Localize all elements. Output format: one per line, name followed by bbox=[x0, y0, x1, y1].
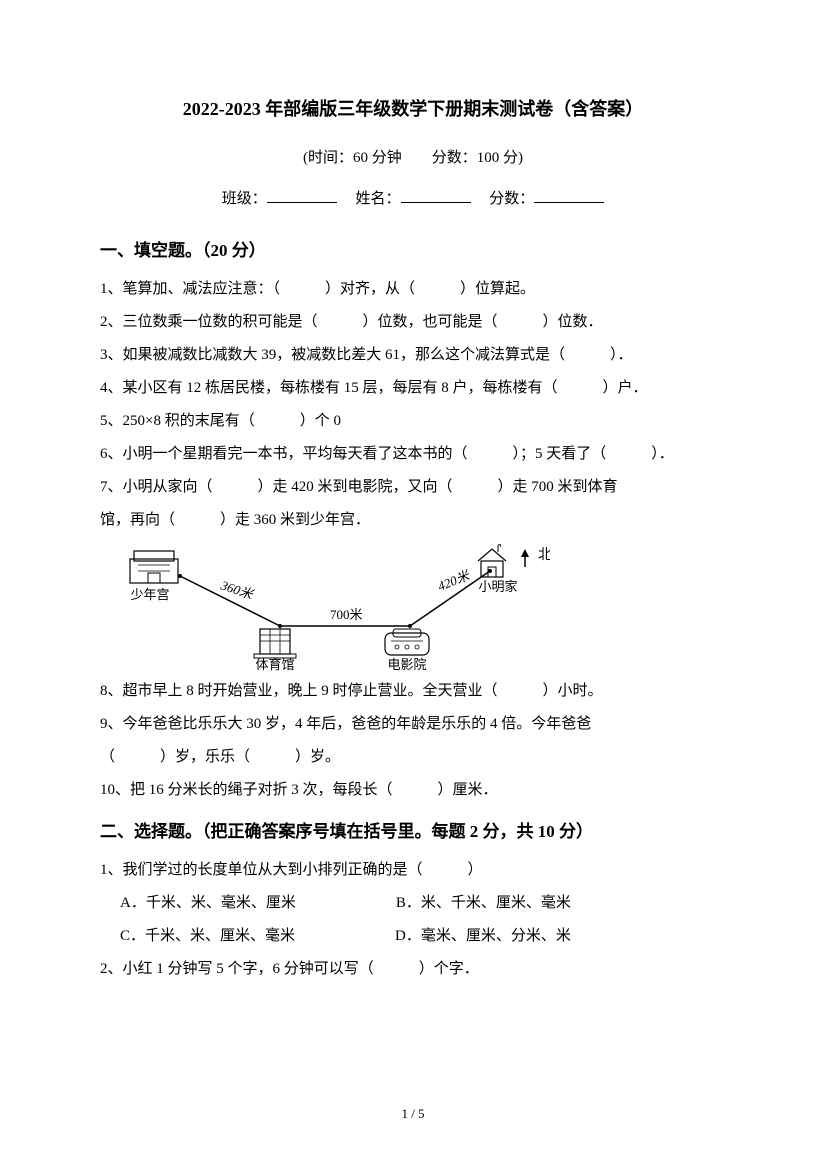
q2-1-opt-c: C．千米、米、厘米、毫米 bbox=[120, 920, 295, 953]
q1-9b: （ ）岁，乐乐（ ）岁。 bbox=[100, 741, 726, 774]
q1-10: 10、把 16 分米长的绳子对折 3 次，每段长（ ）厘米． bbox=[100, 774, 726, 807]
label-xiaomingjia: 小明家 bbox=[478, 579, 517, 594]
q1-1: 1、笔算加、减法应注意：（ ）对齐，从（ ）位算起。 bbox=[100, 273, 726, 306]
label-north: 北 bbox=[538, 547, 550, 563]
q1-4: 4、某小区有 12 栋居民楼，每栋楼有 15 层，每层有 8 户，每栋楼有（ ）… bbox=[100, 372, 726, 405]
map-diagram: 少年宫 体育馆 电影院 小明家 bbox=[120, 541, 550, 671]
label-shaoniangong: 少年宫 bbox=[130, 587, 169, 602]
name-label: 姓名： bbox=[355, 191, 400, 207]
exam-title: 2022-2023 年部编版三年级数学下册期末测试卷（含答案） bbox=[100, 90, 726, 130]
q1-9a: 9、今年爸爸比乐乐大 30 岁，4 年后，爸爸的年龄是乐乐的 4 倍。今年爸爸 bbox=[100, 708, 726, 741]
exam-subtitle: (时间：60 分钟 分数：100 分) bbox=[100, 142, 726, 175]
score-blank[interactable] bbox=[534, 188, 604, 203]
label-420: 420米 bbox=[436, 567, 474, 594]
info-line: 班级： 姓名： 分数： bbox=[100, 183, 726, 216]
score-label: 分数： bbox=[489, 191, 534, 207]
q1-2: 2、三位数乘一位数的积可能是（ ）位数，也可能是（ ）位数． bbox=[100, 306, 726, 339]
q1-5: 5、250×8 积的末尾有（ ）个 0 bbox=[100, 405, 726, 438]
section2-heading: 二、选择题。（把正确答案序号填在括号里。每题 2 分，共 10 分） bbox=[100, 813, 726, 850]
class-blank[interactable] bbox=[267, 188, 337, 203]
q1-6: 6、小明一个星期看完一本书，平均每天看了这本书的（ ）；5 天看了（ ）． bbox=[100, 438, 726, 471]
name-blank[interactable] bbox=[401, 188, 471, 203]
q2-1-opts-row1: A．千米、米、毫米、厘米 B．米、千米、厘米、毫米 bbox=[100, 887, 726, 920]
q2-2: 2、小红 1 分钟写 5 个字，6 分钟可以写（ ）个字． bbox=[100, 953, 726, 986]
q1-7a: 7、小明从家向（ ）走 420 米到电影院，又向（ ）走 700 米到体育 bbox=[100, 471, 726, 504]
q2-1-opt-a: A．千米、米、毫米、厘米 bbox=[120, 887, 296, 920]
q1-7b: 馆，再向（ ）走 360 米到少年宫． bbox=[100, 504, 726, 537]
q1-3: 3、如果被减数比减数大 39，被减数比差大 61，那么这个减法算式是（ ）． bbox=[100, 339, 726, 372]
page-footer: 1 / 5 bbox=[0, 1100, 826, 1129]
q2-1-opts-row2: C．千米、米、厘米、毫米 D．毫米、厘米、分米、米 bbox=[100, 920, 726, 953]
class-label: 班级： bbox=[222, 191, 267, 207]
section1-heading: 一、填空题。（20 分） bbox=[100, 232, 726, 269]
q2-1-opt-b: B．米、千米、厘米、毫米 bbox=[396, 887, 571, 920]
label-tiyuguan: 体育馆 bbox=[255, 657, 294, 671]
q1-8: 8、超市早上 8 时开始营业，晚上 9 时停止营业。全天营业（ ）小时。 bbox=[100, 675, 726, 708]
label-dianyingyuan: 电影院 bbox=[387, 657, 426, 671]
label-700: 700米 bbox=[330, 607, 363, 622]
q2-1: 1、我们学过的长度单位从大到小排列正确的是（ ） bbox=[100, 854, 726, 887]
q2-1-opt-d: D．毫米、厘米、分米、米 bbox=[395, 920, 571, 953]
